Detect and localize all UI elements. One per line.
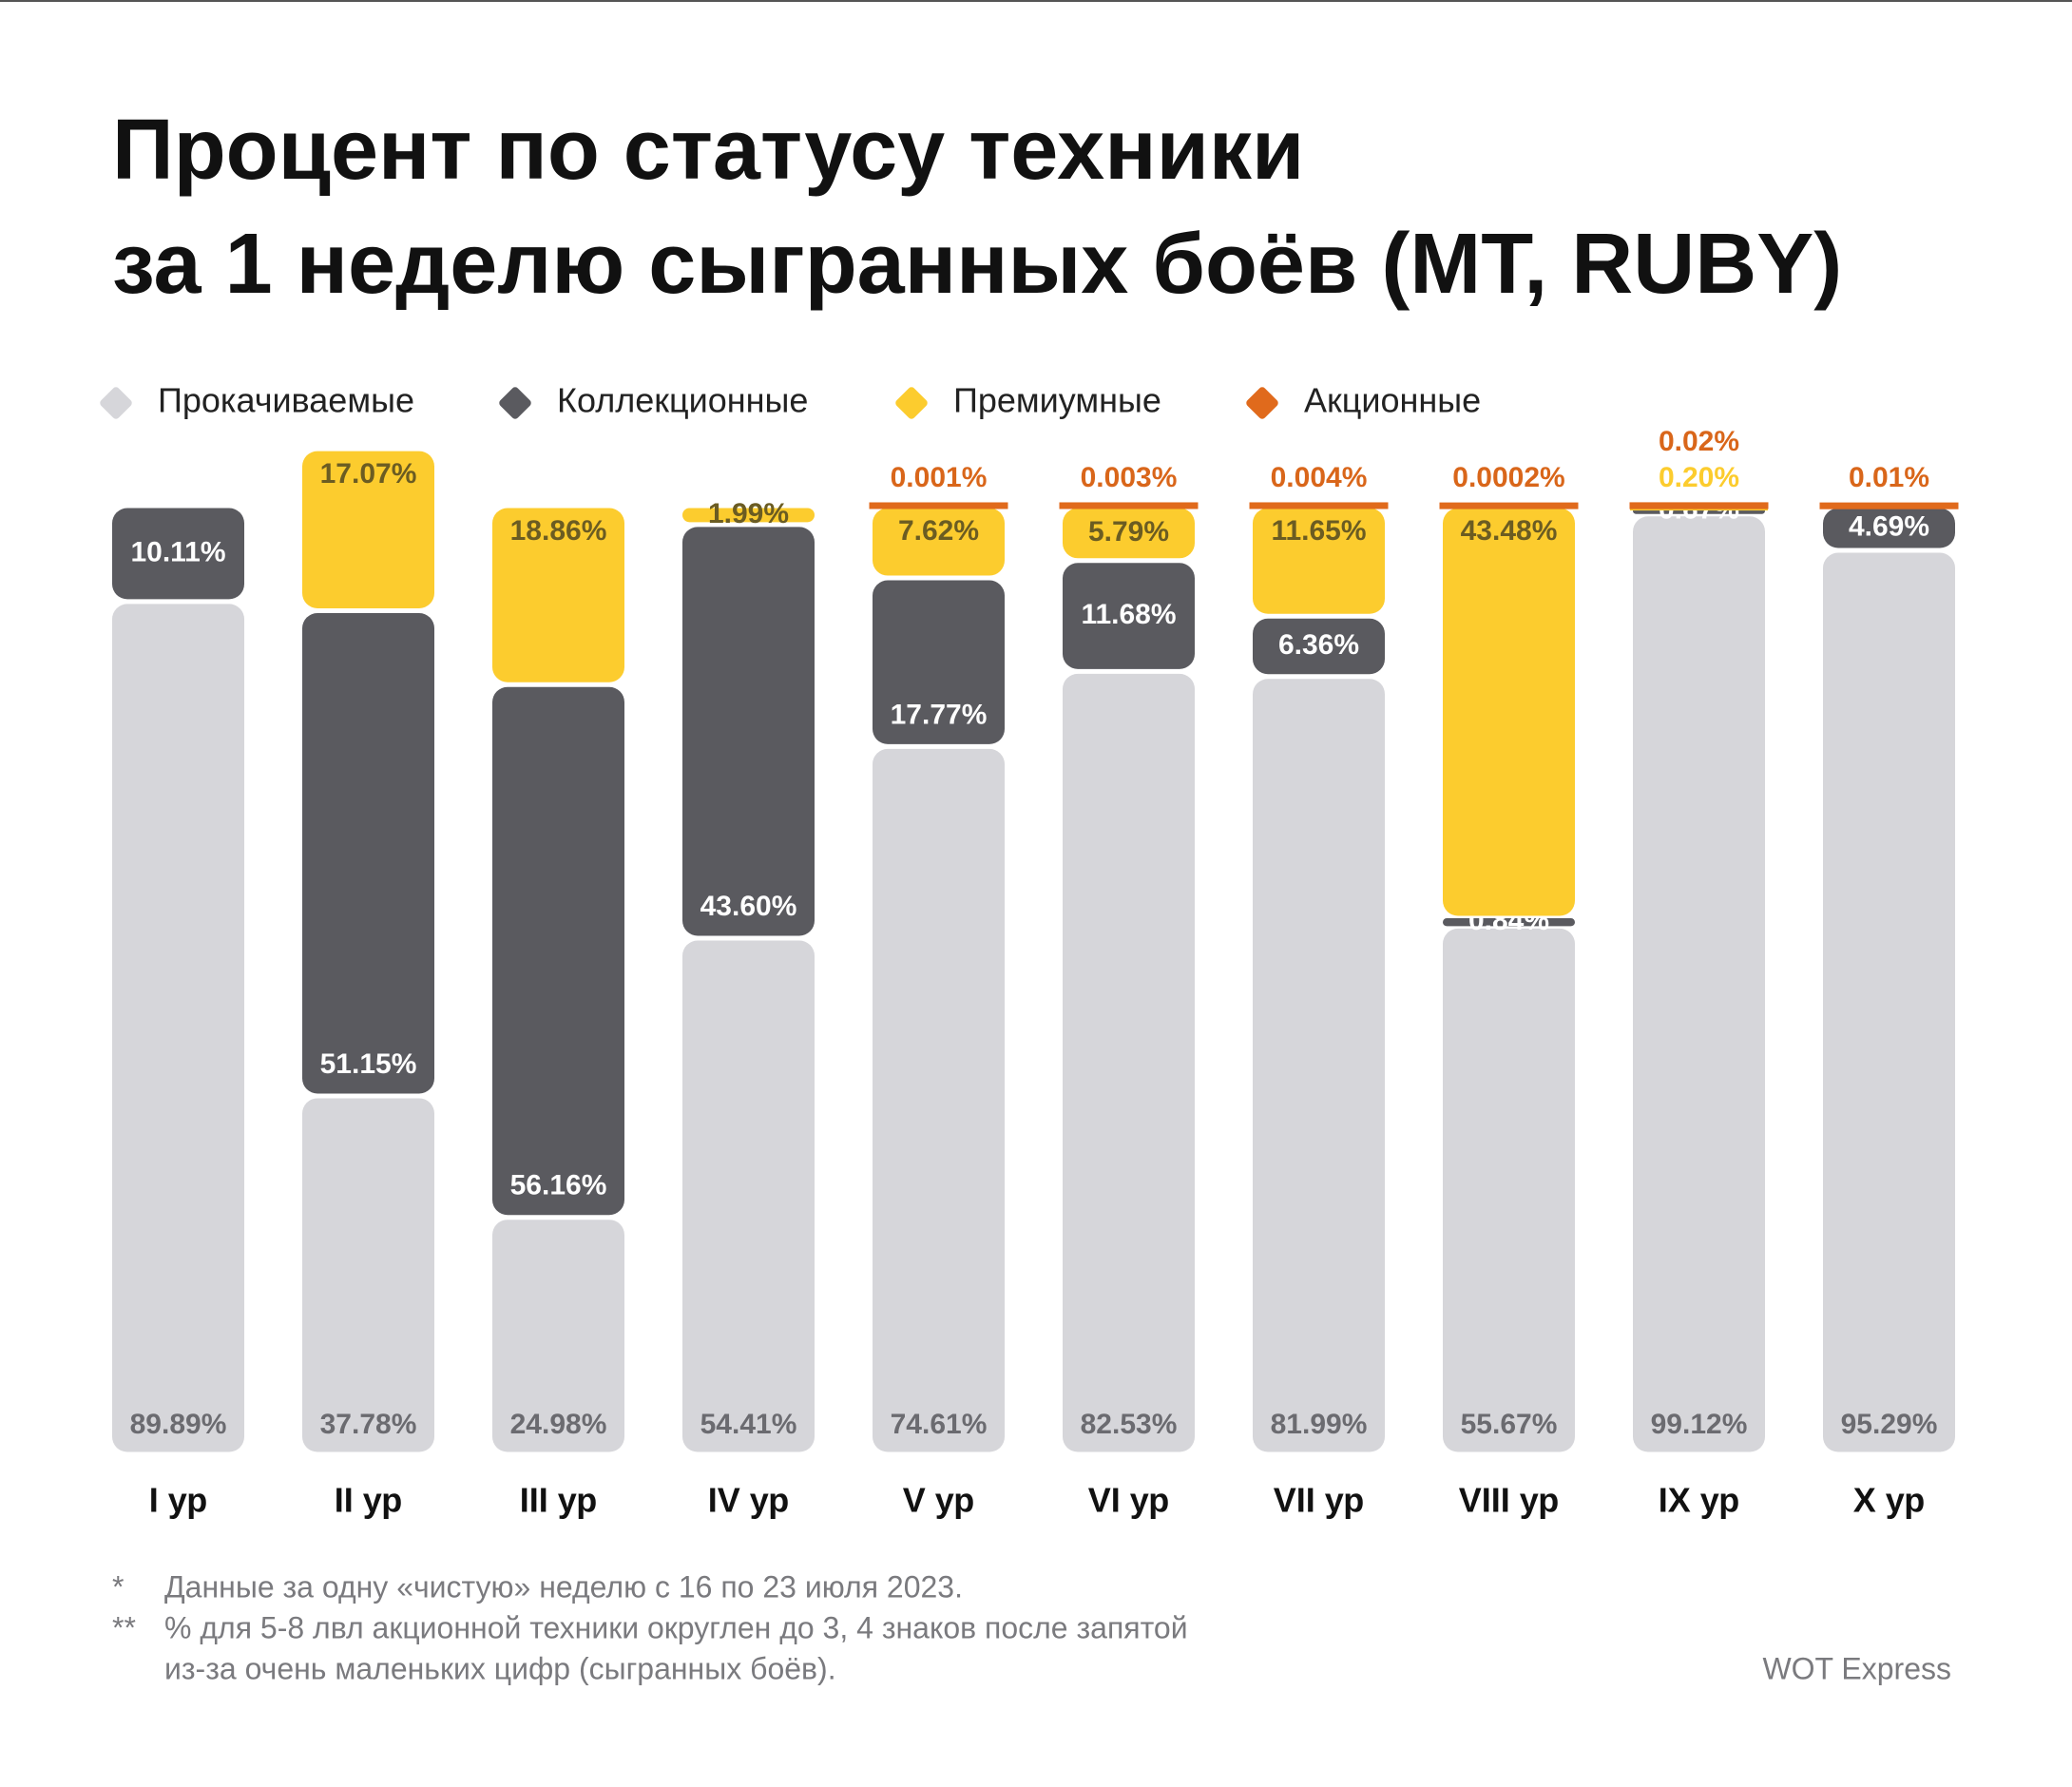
- data-label: 37.78%: [320, 1409, 417, 1440]
- bar-segment: [1443, 928, 1575, 1452]
- data-label: 82.53%: [1081, 1409, 1178, 1440]
- bar-segment: [1633, 516, 1765, 1452]
- data-label: 0.004%: [1271, 462, 1368, 493]
- data-label: 55.67%: [1461, 1409, 1558, 1440]
- data-label: 17.07%: [320, 458, 417, 490]
- bar-segment: [302, 451, 434, 608]
- data-label: 1.99%: [708, 498, 789, 529]
- x-tick-label: VIII ур: [1459, 1481, 1560, 1520]
- x-tick-label: VII ур: [1274, 1481, 1365, 1520]
- bar-segment: [492, 508, 624, 682]
- data-label: 99.12%: [1651, 1409, 1748, 1440]
- x-tick-label: I ур: [149, 1481, 208, 1520]
- chart-title: Процент по статусу техники: [112, 103, 1304, 198]
- data-label: 0.003%: [1081, 462, 1178, 493]
- data-label: 51.15%: [320, 1048, 417, 1080]
- data-label: 6.36%: [1278, 629, 1359, 661]
- x-tick-label: X ур: [1853, 1481, 1926, 1520]
- data-label: 17.77%: [891, 699, 988, 730]
- bar-segment: [112, 508, 244, 600]
- x-tick-label: III ур: [520, 1481, 598, 1520]
- legend-marker: [499, 387, 531, 419]
- bar-segment: [112, 604, 244, 1452]
- x-tick-label: IV ур: [708, 1481, 790, 1520]
- bar-segment: [302, 1098, 434, 1452]
- data-label: 0.0002%: [1452, 462, 1564, 493]
- bar-segment: [1443, 918, 1575, 927]
- data-label: 95.29%: [1841, 1409, 1938, 1440]
- bar-segment: [1253, 618, 1385, 675]
- data-label: 54.41%: [700, 1409, 797, 1440]
- data-label: 7.62%: [898, 515, 979, 547]
- bar-segment: [1823, 552, 1955, 1452]
- data-label: 81.99%: [1271, 1409, 1368, 1440]
- footnote-marker: *: [112, 1569, 124, 1604]
- data-label: 89.89%: [130, 1409, 227, 1440]
- data-label: 5.79%: [1088, 516, 1169, 548]
- legend-marker: [1246, 387, 1278, 419]
- data-label: 43.60%: [700, 891, 797, 922]
- bar-segment: [492, 1220, 624, 1452]
- legend-label: Прокачиваемые: [158, 381, 414, 420]
- data-label: 11.68%: [1081, 599, 1176, 630]
- data-label: 18.86%: [510, 515, 607, 547]
- data-label: 4.69%: [1849, 511, 1929, 543]
- data-label: 56.16%: [510, 1170, 607, 1201]
- footnote: Данные за одну «чистую» неделю с 16 по 2…: [164, 1569, 963, 1604]
- legend-marker: [895, 387, 928, 419]
- bar-segment: [492, 686, 624, 1216]
- source: WOT Express: [1762, 1651, 1951, 1685]
- data-label: 0.01%: [1849, 462, 1929, 493]
- bar-segment: [1063, 563, 1195, 669]
- legend-marker: [100, 387, 132, 419]
- bar-segment: [1063, 673, 1195, 1452]
- footnote: % для 5-8 лвл акционной техники округлен…: [164, 1610, 1188, 1644]
- bar-segment: [873, 580, 1005, 744]
- data-label: 0.20%: [1659, 462, 1739, 493]
- bar-segment: [873, 508, 1005, 576]
- bar-segment: [1063, 508, 1195, 559]
- bar-segment: [873, 748, 1005, 1452]
- chart-title: за 1 неделю сыгранных боёв (MT, RUBY): [112, 217, 1842, 312]
- top-border: [0, 0, 2072, 2]
- bar-segment: [682, 527, 815, 936]
- bar-segment: [1253, 679, 1385, 1452]
- data-label: 74.61%: [891, 1409, 988, 1440]
- bar-segment: [302, 612, 434, 1094]
- data-label: 11.65%: [1271, 515, 1366, 547]
- bar-segment: [682, 508, 815, 523]
- data-label: 43.48%: [1461, 515, 1558, 547]
- footnote-marker: **: [112, 1610, 136, 1644]
- x-tick-label: VI ур: [1088, 1481, 1170, 1520]
- x-tick-label: II ур: [335, 1481, 403, 1520]
- bar-segment: [1253, 508, 1385, 614]
- legend-label: Премиумные: [953, 381, 1161, 420]
- legend-label: Акционные: [1304, 381, 1481, 420]
- data-label: 0.001%: [891, 462, 988, 493]
- footnote: из-за очень маленьких цифр (сыгранных бо…: [164, 1651, 836, 1685]
- bar-segment: [1443, 508, 1575, 916]
- data-label: 24.98%: [510, 1409, 607, 1440]
- data-label: 10.11%: [130, 536, 225, 567]
- legend-label: Коллекционные: [557, 381, 808, 420]
- data-label: 0.02%: [1659, 426, 1739, 457]
- bar-segment: [682, 940, 815, 1452]
- bar-segment: [1823, 508, 1955, 548]
- x-tick-label: V ур: [903, 1481, 975, 1520]
- x-tick-label: IX ур: [1659, 1481, 1740, 1520]
